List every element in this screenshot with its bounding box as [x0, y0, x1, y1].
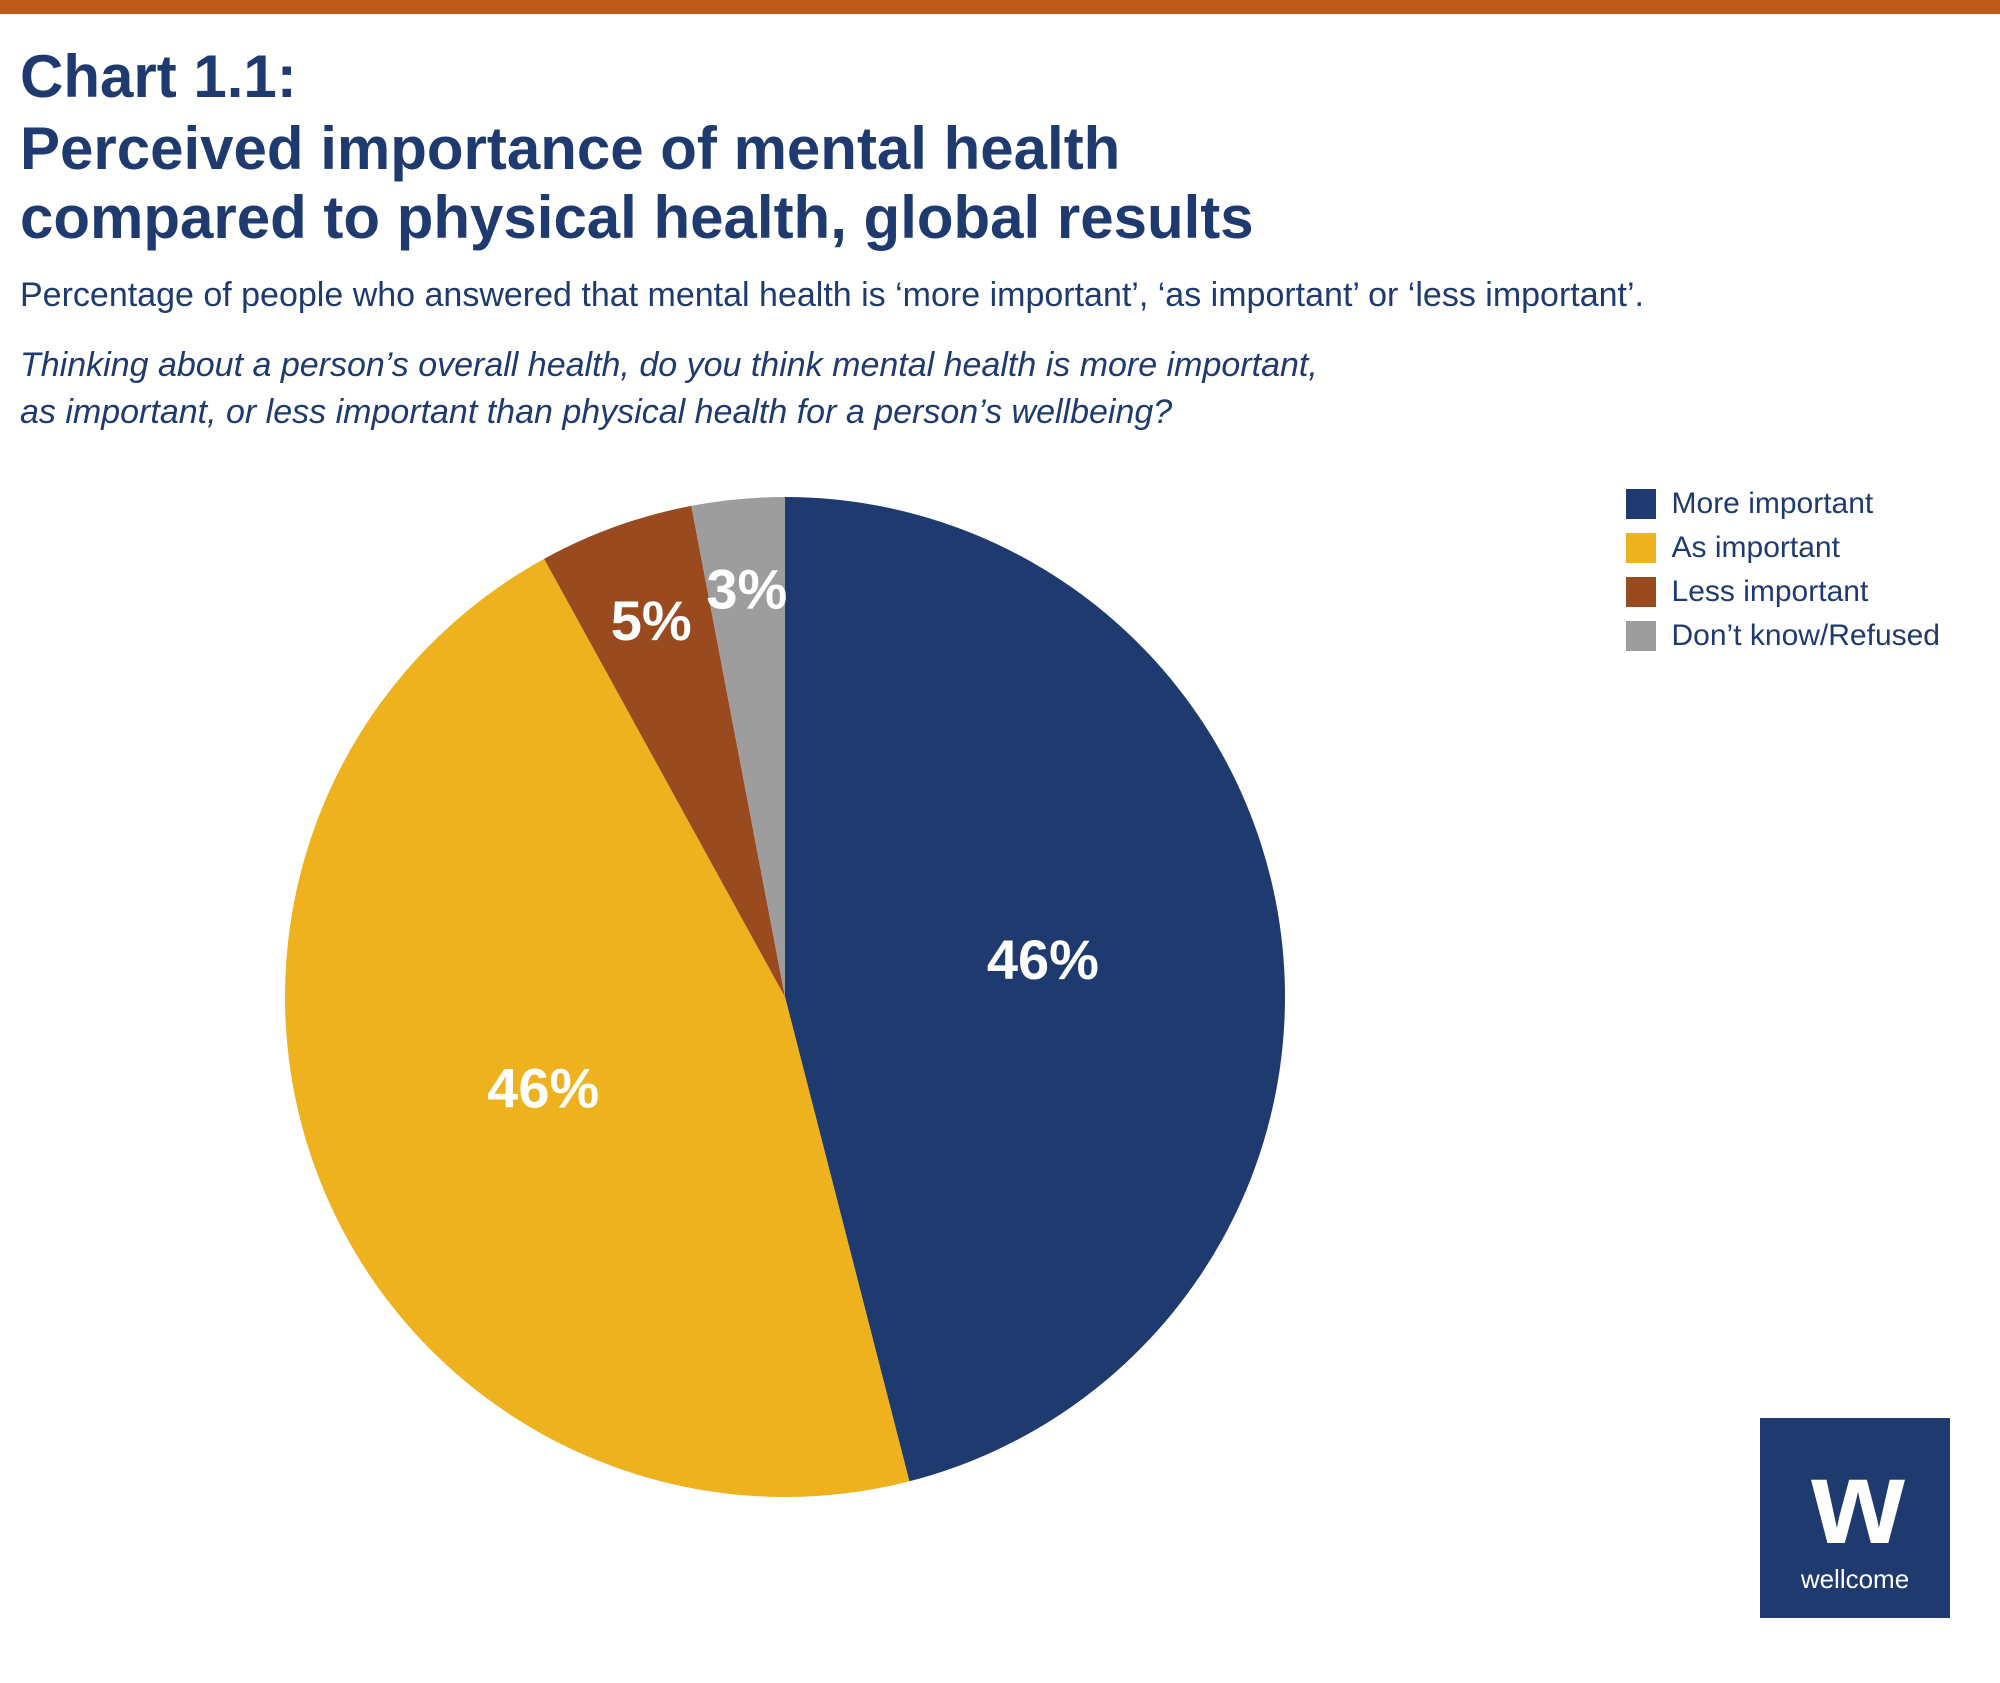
chart-subtitle: Percentage of people who answered that m…	[20, 272, 1980, 320]
legend-label: Don’t know/Refused	[1672, 619, 1940, 653]
legend-swatch	[1626, 533, 1656, 563]
pie-slice-label: 46%	[987, 928, 1099, 991]
title-line-2: compared to physical health, global resu…	[20, 184, 1254, 251]
chart-number: Chart 1.1:	[20, 44, 1980, 110]
legend-label: As important	[1672, 531, 1840, 565]
question-line-1: Thinking about a person’s overall health…	[20, 346, 1318, 384]
legend-item: As important	[1626, 531, 1940, 565]
question-line-2: as important, or less important than phy…	[20, 393, 1172, 431]
pie-slice-label: 3%	[706, 557, 787, 620]
pie-slice-label: 5%	[611, 589, 692, 652]
logo-text: wellcome	[1801, 1564, 1909, 1595]
legend-swatch	[1626, 489, 1656, 519]
content: Chart 1.1: Perceived importance of menta…	[0, 14, 2000, 1577]
pie-slice-label: 46%	[487, 1056, 599, 1119]
chart-area: 46% 46% 5%3% More important As important Les…	[20, 477, 1980, 1577]
logo-letter: w	[1811, 1442, 1898, 1562]
pie-chart: 46% 46% 5%3%	[265, 477, 1305, 1522]
legend-item: Don’t know/Refused	[1626, 619, 1940, 653]
title-line-1: Perceived importance of mental health	[20, 115, 1120, 182]
legend: More important As important Less important…	[1626, 487, 1940, 663]
legend-swatch	[1626, 577, 1656, 607]
legend-item: More important	[1626, 487, 1940, 521]
chart-title: Perceived importance of mental health co…	[20, 114, 1980, 252]
accent-bar	[0, 0, 2000, 14]
wellcome-logo: w wellcome	[1760, 1418, 1950, 1618]
legend-swatch	[1626, 621, 1656, 651]
legend-item: Less important	[1626, 575, 1940, 609]
chart-question: Thinking about a person’s overall health…	[20, 342, 1980, 437]
legend-label: More important	[1672, 487, 1874, 521]
legend-label: Less important	[1672, 575, 1869, 609]
pie-svg: 46% 46% 5%3%	[265, 477, 1305, 1517]
